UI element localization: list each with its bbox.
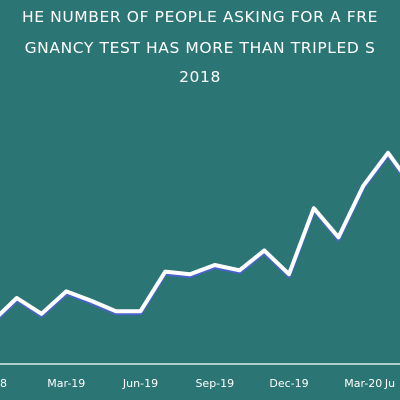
x-tick-label: Ju [384,377,395,390]
data-point-Jan-19 [15,296,19,300]
chart-title-line-2: GNANCY TEST HAS MORE THAN TRIPLED S [25,39,376,57]
data-point-Apr-19 [89,299,93,303]
plot-area [0,150,400,319]
data-point-Mar-19 [64,289,68,293]
chart-title-line-1: HE NUMBER OF PEOPLE ASKING FOR A FRE [22,8,378,26]
data-point-Sep-19 [213,263,217,267]
data-point-Jan-20 [312,206,316,210]
data-point-Aug-19 [188,272,192,276]
chart-title-line-3: 2018 [179,68,221,86]
x-tick-label: Sep-19 [195,377,234,390]
data-point-Apr-20 [386,151,390,155]
x-tick-label: Mar-20 [344,377,382,390]
data-point-May-19 [114,309,118,313]
x-tick-label: Dec-19 [269,377,308,390]
data-point-Oct-19 [238,268,241,272]
data-point-Jul-19 [163,270,167,274]
data-point-Feb-20 [337,235,340,239]
data-point-Nov-19 [262,249,266,252]
data-point-Feb-19 [40,312,43,316]
data-point-Dec-19 [287,272,291,276]
x-tick-label: 18 [0,377,7,390]
x-tick-label: Jun-19 [122,377,158,390]
chart-title: HE NUMBER OF PEOPLE ASKING FOR A FRE GNA… [22,8,378,86]
x-tick-label: Mar-19 [47,377,85,390]
data-point-Jun-19 [139,309,142,313]
data-point-Mar-20 [361,184,365,188]
